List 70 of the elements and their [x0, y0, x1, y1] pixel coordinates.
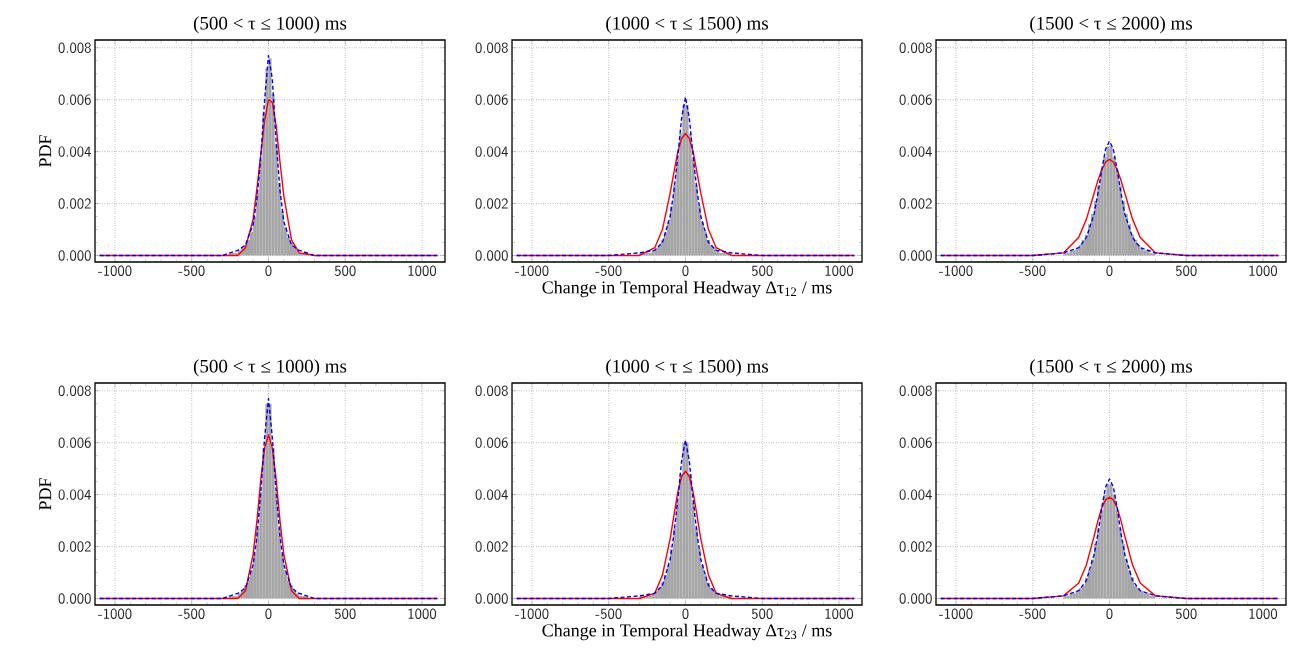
x-tick-label: -500 — [595, 265, 622, 276]
y-tick-label: 0.006 — [58, 94, 91, 105]
y-tick-label: 0.008 — [58, 385, 91, 397]
x-tick-label: -1000 — [938, 608, 973, 619]
x-tick-label: 0 — [1106, 608, 1113, 619]
x-tick-label: 0 — [682, 265, 689, 276]
x-tick-label: 0 — [265, 265, 272, 276]
y-tick-label: 0.002 — [475, 198, 508, 209]
x-tick-label: -1000 — [938, 265, 973, 276]
x-tick-label: -1000 — [514, 265, 549, 276]
chart-title: (500 < τ ≤ 1000) ms — [193, 359, 347, 377]
x-tick-label: 500 — [334, 265, 356, 276]
x-axis-title: Change in Temporal Headway Δτ$_{12}$ / ms — [542, 280, 832, 298]
y-tick-label: 0.008 — [475, 385, 508, 397]
y-tick-label: 0.002 — [899, 198, 932, 209]
x-tick-label: 500 — [751, 608, 773, 619]
x-tick-label: -500 — [595, 608, 622, 619]
x-tick-label: 500 — [1175, 265, 1197, 276]
x-tick-label: 1000 — [1249, 265, 1278, 276]
y-tick-label: 0.008 — [899, 42, 932, 54]
y-tick-label: 0.006 — [899, 94, 932, 105]
x-tick-label: 1000 — [825, 265, 854, 276]
y-tick-label: 0.002 — [58, 198, 91, 209]
chart-title: (500 < τ ≤ 1000) ms — [193, 16, 347, 34]
y-tick-label: 0.004 — [899, 146, 933, 157]
x-tick-label: 500 — [751, 265, 773, 276]
x-tick-label: 500 — [1175, 608, 1197, 619]
y-axis-title: PDF — [39, 135, 52, 167]
x-tick-label: 0 — [1106, 265, 1113, 276]
y-tick-label: 0.002 — [58, 541, 91, 552]
y-tick-label: 0.004 — [58, 146, 92, 157]
y-tick-label: 0.000 — [58, 593, 91, 604]
x-tick-label: 1000 — [408, 265, 437, 276]
x-tick-label: 1000 — [825, 608, 854, 619]
y-tick-label: 0.000 — [475, 593, 508, 604]
x-tick-label: -500 — [1019, 608, 1046, 619]
y-tick-label: 0.008 — [58, 42, 91, 54]
y-tick-label: 0.004 — [475, 489, 509, 500]
y-tick-label: 0.006 — [475, 94, 508, 105]
x-tick-label: 1000 — [408, 608, 437, 619]
x-tick-label: 0 — [265, 608, 272, 619]
y-tick-label: 0.006 — [475, 437, 508, 448]
y-tick-label: 0.002 — [899, 541, 932, 552]
x-tick-label: 500 — [334, 608, 356, 619]
y-tick-label: 0.004 — [899, 489, 933, 500]
x-tick-label: -500 — [1019, 265, 1046, 276]
x-tick-label: 1000 — [1249, 608, 1278, 619]
chart-title: (1500 < τ ≤ 2000) ms — [1030, 359, 1192, 377]
x-tick-label: 0 — [682, 608, 689, 619]
y-tick-label: 0.008 — [899, 385, 932, 397]
y-tick-label: 0.000 — [899, 250, 932, 261]
y-tick-label: 0.000 — [899, 593, 932, 604]
x-tick-label: -500 — [178, 265, 205, 276]
x-axis-title: Change in Temporal Headway Δτ$_{23}$ / ms — [542, 623, 832, 641]
x-tick-label: -1000 — [97, 265, 132, 276]
y-tick-label: 0.006 — [58, 437, 91, 448]
x-tick-label: -500 — [178, 608, 205, 619]
chart-title: (1500 < τ ≤ 2000) ms — [1030, 16, 1192, 34]
y-tick-label: 0.000 — [58, 250, 91, 261]
y-tick-label: 0.006 — [899, 437, 932, 448]
y-tick-label: 0.004 — [475, 146, 509, 157]
y-tick-label: 0.002 — [475, 541, 508, 552]
y-tick-label: 0.004 — [58, 489, 92, 500]
chart-title: (1000 < τ ≤ 1500) ms — [606, 359, 769, 377]
x-tick-label: -1000 — [514, 608, 549, 619]
y-tick-label: 0.000 — [475, 250, 508, 261]
x-tick-label: -1000 — [97, 608, 132, 619]
y-tick-label: 0.008 — [475, 42, 508, 54]
chart-title: (1000 < τ ≤ 1500) ms — [606, 16, 769, 34]
y-axis-title: PDF — [39, 478, 52, 510]
